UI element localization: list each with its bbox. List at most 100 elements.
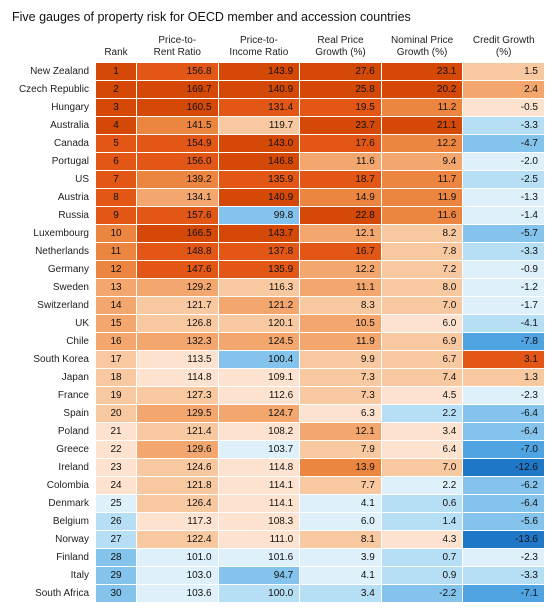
real-cell: 11.1	[300, 279, 381, 296]
income-cell: 119.7	[219, 117, 300, 134]
nominal-cell: 4.5	[382, 387, 463, 404]
income-cell: 124.5	[219, 333, 300, 350]
nominal-cell: 4.3	[382, 531, 463, 548]
rent-cell: 148.8	[137, 243, 218, 260]
real-cell: 27.6	[300, 63, 381, 80]
nominal-cell: 21.1	[382, 117, 463, 134]
rent-cell: 154.9	[137, 135, 218, 152]
rent-cell: 147.6	[137, 261, 218, 278]
income-cell: 140.9	[219, 189, 300, 206]
income-cell: 143.7	[219, 225, 300, 242]
real-cell: 7.3	[300, 369, 381, 386]
income-cell: 100.4	[219, 351, 300, 368]
nominal-cell: 11.9	[382, 189, 463, 206]
income-cell: 94.7	[219, 567, 300, 584]
country-cell: Portugal	[11, 153, 95, 170]
credit-cell: -6.4	[463, 405, 544, 422]
rank-cell: 16	[96, 333, 136, 350]
table-row: Germany12147.6135.912.27.2-0.9	[11, 261, 544, 278]
rent-cell: 114.8	[137, 369, 218, 386]
nominal-cell: 2.2	[382, 405, 463, 422]
table-row: South Korea17113.5100.49.96.73.1	[11, 351, 544, 368]
table-row: UK15126.8120.110.56.0-4.1	[11, 315, 544, 332]
nominal-cell: 6.9	[382, 333, 463, 350]
country-cell: Spain	[11, 405, 95, 422]
nominal-cell: -2.2	[382, 585, 463, 602]
table-row: Denmark25126.4114.14.10.6-6.4	[11, 495, 544, 512]
real-cell: 3.4	[300, 585, 381, 602]
table-row: Sweden13129.2116.311.18.0-1.2	[11, 279, 544, 296]
nominal-cell: 6.0	[382, 315, 463, 332]
table-row: Greece22129.6103.77.96.4-7.0	[11, 441, 544, 458]
table-row: Chile16132.3124.511.96.9-7.8	[11, 333, 544, 350]
income-cell: 101.6	[219, 549, 300, 566]
table-row: Luxembourg10166.5143.712.18.2-5.7	[11, 225, 544, 242]
income-cell: 103.7	[219, 441, 300, 458]
rent-cell: 124.6	[137, 459, 218, 476]
income-cell: 112.6	[219, 387, 300, 404]
credit-cell: -7.0	[463, 441, 544, 458]
real-cell: 6.0	[300, 513, 381, 530]
real-cell: 12.2	[300, 261, 381, 278]
country-cell: Russia	[11, 207, 95, 224]
rank-cell: 1	[96, 63, 136, 80]
credit-cell: -2.5	[463, 171, 544, 188]
table-row: South Africa30103.6100.03.4-2.2-7.1	[11, 585, 544, 602]
credit-cell: -3.3	[463, 243, 544, 260]
country-cell: UK	[11, 315, 95, 332]
table-row: Japan18114.8109.17.37.41.3	[11, 369, 544, 386]
nominal-cell: 7.0	[382, 297, 463, 314]
country-cell: Czech Republic	[11, 81, 95, 98]
rank-cell: 30	[96, 585, 136, 602]
country-cell: Colombia	[11, 477, 95, 494]
country-cell: Germany	[11, 261, 95, 278]
rank-cell: 9	[96, 207, 136, 224]
credit-cell: -4.1	[463, 315, 544, 332]
income-cell: 114.1	[219, 495, 300, 512]
country-cell: US	[11, 171, 95, 188]
rank-cell: 11	[96, 243, 136, 260]
rank-cell: 27	[96, 531, 136, 548]
credit-cell: -2.3	[463, 387, 544, 404]
country-cell: Netherlands	[11, 243, 95, 260]
table-row: Australia4141.5119.723.721.1-3.3	[11, 117, 544, 134]
rent-cell: 103.0	[137, 567, 218, 584]
rent-cell: 139.2	[137, 171, 218, 188]
income-cell: 124.7	[219, 405, 300, 422]
country-cell: Denmark	[11, 495, 95, 512]
income-cell: 111.0	[219, 531, 300, 548]
real-cell: 8.3	[300, 297, 381, 314]
table-row: Poland21121.4108.212.13.4-6.4	[11, 423, 544, 440]
income-cell: 121.2	[219, 297, 300, 314]
table-row: New Zealand1156.8143.927.623.11.5	[11, 63, 544, 80]
table-row: Netherlands11148.8137.816.77.8-3.3	[11, 243, 544, 260]
nominal-cell: 11.7	[382, 171, 463, 188]
rent-cell: 126.8	[137, 315, 218, 332]
real-cell: 11.9	[300, 333, 381, 350]
country-cell: Hungary	[11, 99, 95, 116]
rank-cell: 20	[96, 405, 136, 422]
nominal-cell: 6.7	[382, 351, 463, 368]
rent-cell: 129.2	[137, 279, 218, 296]
rank-cell: 22	[96, 441, 136, 458]
rent-cell: 160.5	[137, 99, 218, 116]
rent-cell: 169.7	[137, 81, 218, 98]
rank-cell: 6	[96, 153, 136, 170]
nominal-cell: 7.2	[382, 261, 463, 278]
income-cell: 108.3	[219, 513, 300, 530]
rent-cell: 117.3	[137, 513, 218, 530]
real-cell: 4.1	[300, 567, 381, 584]
real-cell: 13.9	[300, 459, 381, 476]
nominal-cell: 0.9	[382, 567, 463, 584]
table-row: Spain20129.5124.76.32.2-6.4	[11, 405, 544, 422]
rent-cell: 156.8	[137, 63, 218, 80]
country-cell: Sweden	[11, 279, 95, 296]
credit-cell: -0.5	[463, 99, 544, 116]
col-income: Price-to-Income Ratio	[219, 33, 300, 62]
rank-cell: 3	[96, 99, 136, 116]
real-cell: 18.7	[300, 171, 381, 188]
table-row: Belgium26117.3108.36.01.4-5.6	[11, 513, 544, 530]
credit-cell: -3.3	[463, 117, 544, 134]
credit-cell: -2.3	[463, 549, 544, 566]
income-cell: 135.9	[219, 171, 300, 188]
